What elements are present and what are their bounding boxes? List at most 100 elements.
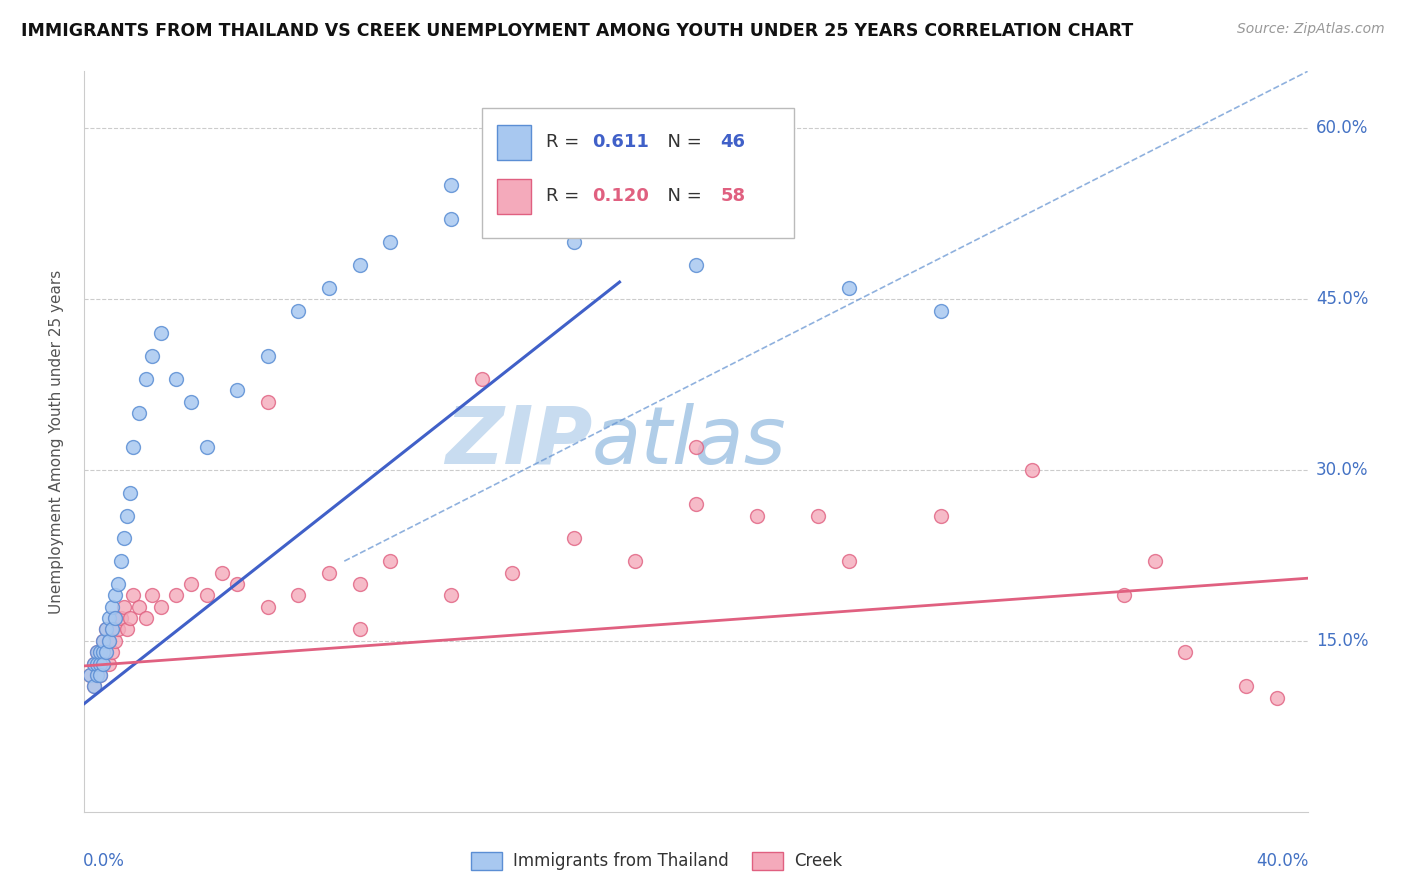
Point bbox=[1143, 554, 1166, 568]
Point bbox=[104, 588, 127, 602]
Point bbox=[165, 372, 187, 386]
Point bbox=[101, 623, 124, 637]
FancyBboxPatch shape bbox=[496, 178, 531, 214]
Point bbox=[562, 532, 585, 546]
Point bbox=[349, 623, 371, 637]
Point bbox=[86, 645, 108, 659]
Text: 0.120: 0.120 bbox=[592, 187, 650, 205]
Point bbox=[122, 588, 145, 602]
Point bbox=[257, 394, 280, 409]
Point bbox=[195, 440, 218, 454]
Point bbox=[104, 611, 127, 625]
Point bbox=[110, 554, 132, 568]
Point bbox=[101, 645, 124, 659]
Point bbox=[91, 657, 114, 671]
Y-axis label: Unemployment Among Youth under 25 years: Unemployment Among Youth under 25 years bbox=[49, 269, 63, 614]
Point bbox=[97, 611, 120, 625]
Point bbox=[141, 349, 163, 363]
Point bbox=[104, 633, 127, 648]
Point bbox=[807, 508, 830, 523]
Text: 40.0%: 40.0% bbox=[1257, 853, 1309, 871]
Point bbox=[112, 599, 135, 614]
Text: N =: N = bbox=[655, 134, 707, 152]
Point bbox=[86, 657, 108, 671]
Point bbox=[149, 599, 172, 614]
Point bbox=[89, 645, 111, 659]
Point bbox=[104, 611, 127, 625]
Point bbox=[685, 497, 707, 511]
Point bbox=[120, 611, 142, 625]
Point bbox=[349, 577, 371, 591]
Text: atlas: atlas bbox=[592, 402, 787, 481]
Point bbox=[1174, 645, 1197, 659]
Point bbox=[89, 668, 111, 682]
Point bbox=[747, 508, 769, 523]
Point bbox=[1021, 463, 1043, 477]
Point bbox=[91, 657, 114, 671]
Text: Creek: Creek bbox=[794, 852, 842, 870]
Point bbox=[89, 657, 111, 671]
Point bbox=[180, 394, 202, 409]
Point bbox=[287, 588, 309, 602]
Point bbox=[94, 645, 117, 659]
Point bbox=[380, 554, 402, 568]
Point bbox=[440, 178, 463, 193]
FancyBboxPatch shape bbox=[482, 109, 794, 238]
Text: ZIP: ZIP bbox=[444, 402, 592, 481]
Point bbox=[128, 406, 150, 420]
Point bbox=[929, 303, 952, 318]
Point bbox=[120, 485, 142, 500]
Point bbox=[94, 623, 117, 637]
Point bbox=[1114, 588, 1136, 602]
Point bbox=[89, 668, 111, 682]
Point bbox=[180, 577, 202, 591]
Point bbox=[287, 303, 309, 318]
Point bbox=[94, 645, 117, 659]
Point bbox=[135, 611, 157, 625]
Point bbox=[79, 668, 101, 682]
Point bbox=[83, 680, 105, 694]
Point bbox=[89, 645, 111, 659]
Text: Immigrants from Thailand: Immigrants from Thailand bbox=[513, 852, 728, 870]
Point bbox=[83, 680, 105, 694]
Point bbox=[115, 508, 138, 523]
Point bbox=[91, 633, 114, 648]
Point bbox=[195, 588, 218, 602]
Point bbox=[83, 657, 105, 671]
Point bbox=[165, 588, 187, 602]
Text: 58: 58 bbox=[720, 187, 745, 205]
Point bbox=[685, 258, 707, 272]
Text: 60.0%: 60.0% bbox=[1316, 120, 1368, 137]
Text: N =: N = bbox=[655, 187, 707, 205]
Point bbox=[838, 554, 860, 568]
Point bbox=[107, 577, 129, 591]
Point bbox=[1236, 680, 1258, 694]
Point bbox=[91, 633, 114, 648]
Point bbox=[562, 235, 585, 250]
Point bbox=[502, 189, 524, 203]
Point bbox=[135, 372, 157, 386]
Point bbox=[97, 657, 120, 671]
Point bbox=[226, 384, 249, 398]
Text: 0.611: 0.611 bbox=[592, 134, 650, 152]
Point bbox=[440, 212, 463, 227]
Text: 15.0%: 15.0% bbox=[1316, 632, 1368, 650]
Point bbox=[107, 623, 129, 637]
Point bbox=[349, 258, 371, 272]
Text: 45.0%: 45.0% bbox=[1316, 290, 1368, 308]
Point bbox=[97, 633, 120, 648]
Point bbox=[380, 235, 402, 250]
Text: 46: 46 bbox=[720, 134, 745, 152]
Point bbox=[471, 372, 494, 386]
Text: 0.0%: 0.0% bbox=[83, 853, 125, 871]
Text: R =: R = bbox=[546, 134, 585, 152]
Point bbox=[838, 281, 860, 295]
Text: R =: R = bbox=[546, 187, 585, 205]
Text: IMMIGRANTS FROM THAILAND VS CREEK UNEMPLOYMENT AMONG YOUTH UNDER 25 YEARS CORREL: IMMIGRANTS FROM THAILAND VS CREEK UNEMPL… bbox=[21, 22, 1133, 40]
Point bbox=[562, 178, 585, 193]
Text: 30.0%: 30.0% bbox=[1316, 461, 1368, 479]
Point bbox=[257, 599, 280, 614]
Point bbox=[211, 566, 233, 580]
Point bbox=[86, 645, 108, 659]
Point bbox=[91, 645, 114, 659]
